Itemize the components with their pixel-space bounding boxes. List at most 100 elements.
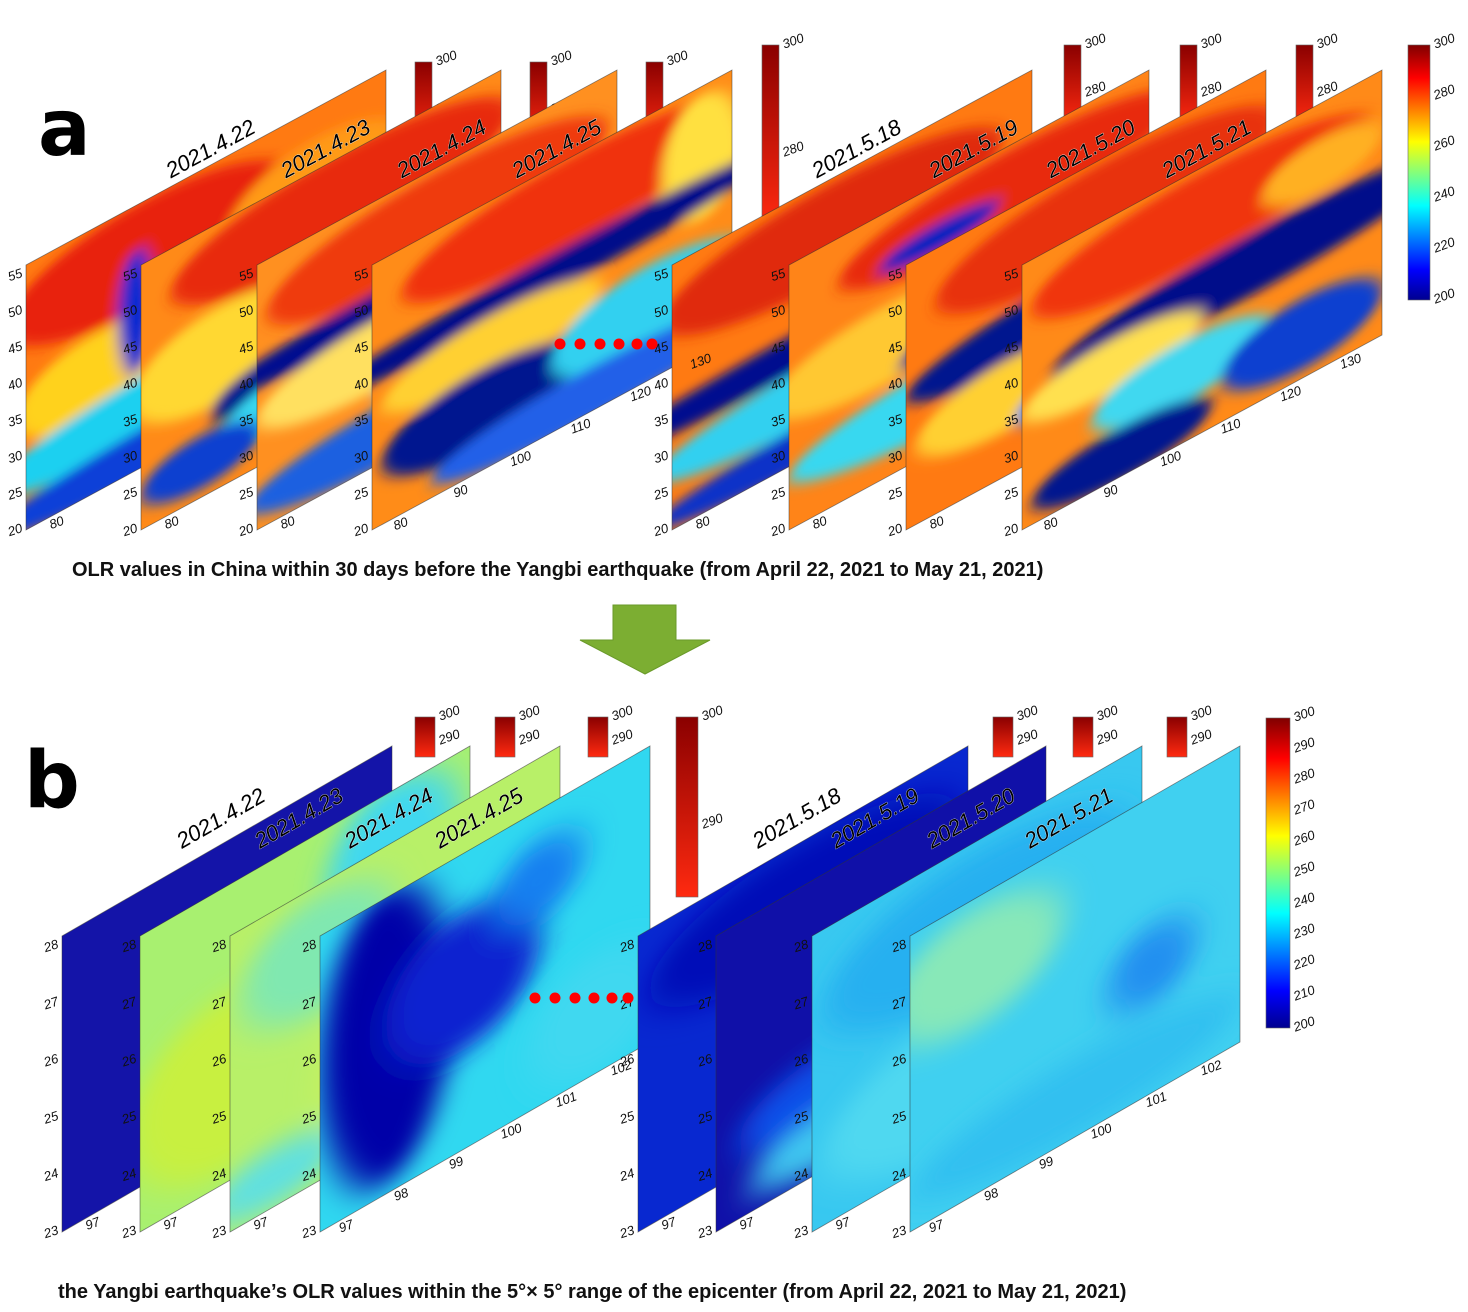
a-colorbar-tick: 300 xyxy=(780,30,806,52)
b-colorbar-tick: 270 xyxy=(1290,796,1317,818)
a-lat-tick: 20 xyxy=(885,520,905,539)
b-lat-tick: 25 xyxy=(209,1108,229,1127)
a-colorbar-tick: 280 xyxy=(1430,81,1457,103)
a-lon-tick: 90 xyxy=(1101,481,1120,500)
a-lat-tick: 55 xyxy=(769,265,788,284)
a-lat-tick: 55 xyxy=(886,265,905,284)
b-colorbar-tick: 210 xyxy=(1290,982,1317,1004)
a-lat-tick: 40 xyxy=(237,374,256,393)
a-lon-tick: 80 xyxy=(1041,514,1060,533)
a-lon-tick: 100 xyxy=(508,448,534,470)
b-lon-tick: 99 xyxy=(447,1153,466,1172)
b-colorbar-tick: 230 xyxy=(1290,920,1317,942)
b-colorbar-tick: 300 xyxy=(1291,703,1317,725)
a-colorbar-tick: 300 xyxy=(1431,30,1457,52)
a-lat-tick: 55 xyxy=(1002,265,1021,284)
b-ellipsis-dot xyxy=(588,992,600,1004)
a-lat-tick: 35 xyxy=(6,411,25,430)
a-lat-tick: 35 xyxy=(886,411,905,430)
a-lat-tick: 35 xyxy=(237,411,256,430)
a-lat-tick: 50 xyxy=(237,302,256,321)
a-colorbar-tick: 220 xyxy=(1430,234,1457,256)
a-colorbar-tick: 300 xyxy=(1082,30,1108,52)
b-lat-tick: 25 xyxy=(41,1108,61,1127)
a-lat-tick: 55 xyxy=(352,265,371,284)
a-lon-tick: 80 xyxy=(47,513,66,532)
a-lat-tick: 30 xyxy=(769,447,788,466)
a-lat-tick: 40 xyxy=(121,374,140,393)
a-lat-tick: 20 xyxy=(120,520,140,539)
a-lat-tick: 20 xyxy=(651,520,671,539)
b-lat-tick: 26 xyxy=(299,1051,319,1070)
b-lat-tick: 25 xyxy=(695,1108,715,1127)
b-ellipsis-dot xyxy=(622,992,634,1004)
b-colorbar-tick: 300 xyxy=(699,702,725,724)
b-colorbar-tick: 200 xyxy=(1290,1013,1317,1035)
a-colorbar-tick: 240 xyxy=(1430,183,1457,205)
b-colorbar-tick: 220 xyxy=(1290,951,1317,973)
b-lon-tick: 98 xyxy=(982,1184,1001,1203)
b-lat-tick: 28 xyxy=(41,936,61,955)
a-lat-tick: 50 xyxy=(121,302,140,321)
a-lat-tick: 45 xyxy=(237,338,256,357)
a-lat-tick: 25 xyxy=(1001,484,1021,503)
b-lon-tick: 97 xyxy=(927,1216,946,1235)
down-arrow-icon xyxy=(579,604,711,675)
a-colorbar: 200 220 240 260 280 300 xyxy=(1407,30,1457,307)
a-lat-tick: 25 xyxy=(120,484,140,503)
a-lat-tick: 35 xyxy=(1002,411,1021,430)
a-ellipsis-dot xyxy=(631,338,643,350)
b-lat-tick: 26 xyxy=(209,1051,229,1070)
a-lat-tick: 45 xyxy=(886,338,905,357)
b-colorbar-tick: 290 xyxy=(1093,726,1120,748)
b-colorbar: 200 210 220 230 240 250 260 270 280 290 300 xyxy=(1265,703,1317,1035)
b-lat-tick: 23 xyxy=(617,1222,637,1241)
b-lat-tick: 24 xyxy=(41,1165,60,1184)
a-colorbar-tick: 300 xyxy=(1314,30,1340,52)
b-lat-tick: 26 xyxy=(119,1051,139,1070)
b-lat-tick: 23 xyxy=(889,1222,909,1241)
a-lat-tick: 50 xyxy=(1002,302,1021,321)
b-lon-tick: 97 xyxy=(737,1214,756,1233)
a-lon-tick: 80 xyxy=(162,513,181,532)
a-lat-tick: 30 xyxy=(121,447,140,466)
b-lon-tick: 99 xyxy=(1037,1153,1056,1172)
panel-b-letter: b xyxy=(24,736,80,826)
b-colorbar-tick: 290 xyxy=(698,810,725,832)
b-lat-tick: 25 xyxy=(889,1108,909,1127)
b-colorbar-tick: 260 xyxy=(1290,827,1317,849)
b-colorbar-tick: 300 xyxy=(1188,702,1214,724)
b-lat-tick: 25 xyxy=(299,1108,319,1127)
a-lat-tick: 20 xyxy=(236,520,256,539)
a-lat-tick: 35 xyxy=(121,411,140,430)
b-lon-tick: 97 xyxy=(83,1214,102,1233)
b-lon-tick: 102 xyxy=(608,1057,634,1079)
a-lat-tick: 40 xyxy=(1002,374,1021,393)
a-lat-tick: 40 xyxy=(6,374,25,393)
b-lon-tick: 97 xyxy=(659,1214,678,1233)
panel-a-letter: a xyxy=(38,84,91,174)
b-ellipsis-dot xyxy=(529,992,541,1004)
b-lat-tick: 26 xyxy=(617,1051,637,1070)
a-lat-tick: 30 xyxy=(886,447,905,466)
a-ellipsis-dot xyxy=(613,338,625,350)
b-lat-tick: 23 xyxy=(119,1222,139,1241)
b-lat-tick: 27 xyxy=(41,993,61,1012)
b-lat-tick: 28 xyxy=(791,936,811,955)
a-lat-tick: 30 xyxy=(6,447,25,466)
b-lat-tick: 27 xyxy=(299,993,319,1012)
b-lat-tick: 23 xyxy=(791,1222,811,1241)
b-lat-tick: 28 xyxy=(889,936,909,955)
a-colorbar-tick: 300 xyxy=(548,47,574,69)
b-colorbar-tick: 280 xyxy=(1290,765,1317,787)
b-lat-tick: 23 xyxy=(695,1222,715,1241)
a-lon-tick: 80 xyxy=(278,513,297,532)
b-lat-tick: 28 xyxy=(299,936,319,955)
b-colorbar-tick: 290 xyxy=(515,726,542,748)
a-lat-tick: 55 xyxy=(652,265,671,284)
a-lat-tick: 55 xyxy=(6,265,25,284)
